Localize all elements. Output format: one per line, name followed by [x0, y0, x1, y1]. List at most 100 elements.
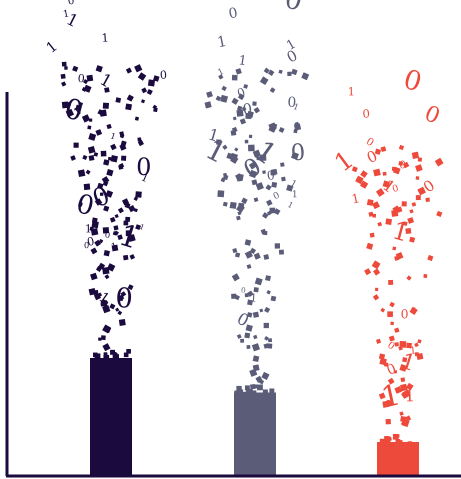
square-particle — [262, 170, 266, 174]
square-particle — [245, 324, 253, 332]
binary-digit: 0 — [401, 307, 409, 321]
bar-edge-particle — [397, 439, 401, 443]
square-particle — [243, 84, 249, 89]
bar-edge-particle — [262, 389, 268, 395]
binary-digit: 0 — [73, 188, 97, 222]
square-particle — [65, 108, 75, 118]
binary-digit: 1 — [216, 33, 229, 52]
square-particle — [263, 322, 269, 329]
binary-digit: 0 — [384, 361, 398, 379]
square-particle — [125, 67, 132, 74]
binary-digit: 0 — [240, 285, 246, 295]
binary-digit: 0 — [136, 153, 152, 181]
square-particle — [244, 293, 249, 298]
square-particle — [356, 177, 361, 182]
square-particle — [389, 301, 395, 308]
square-particle — [235, 68, 242, 75]
square-particle — [406, 275, 412, 281]
binary-digit: 1 — [237, 53, 247, 69]
square-particle — [236, 175, 243, 182]
bar-edge-particle — [245, 390, 250, 394]
square-particle — [102, 102, 110, 109]
square-particle — [417, 186, 426, 196]
bar-edge-particle — [396, 434, 400, 438]
square-particle — [281, 176, 286, 182]
square-particle — [147, 79, 156, 87]
square-particle — [385, 418, 391, 425]
binary-digit: 0 — [77, 72, 85, 86]
square-particle — [385, 218, 392, 226]
binary-digit: 0 — [86, 235, 96, 249]
square-particle — [390, 321, 395, 326]
bar-edge-particle — [126, 349, 131, 354]
square-particle — [398, 161, 404, 166]
square-particle — [85, 169, 91, 175]
square-particle — [93, 293, 101, 301]
square-particle — [229, 201, 237, 209]
square-particle — [402, 221, 408, 226]
square-particle — [204, 101, 212, 109]
square-particle — [125, 103, 133, 111]
square-particle — [406, 342, 412, 349]
square-particle — [87, 125, 92, 130]
square-particle — [396, 206, 403, 213]
square-particle — [122, 254, 129, 261]
square-particle — [61, 81, 67, 87]
square-particle — [91, 220, 99, 229]
square-particle — [137, 139, 144, 147]
square-particle — [97, 182, 104, 190]
square-particle — [83, 78, 89, 85]
square-particle — [91, 217, 98, 224]
binary-digit: 0 — [362, 106, 370, 120]
square-particle — [110, 155, 118, 163]
square-particle — [382, 180, 390, 188]
square-particle — [255, 375, 263, 383]
square-particle — [220, 94, 229, 103]
square-particle — [359, 180, 369, 189]
square-particle — [236, 333, 242, 339]
binary-digit: 0 — [104, 230, 110, 240]
square-particle — [103, 250, 110, 257]
square-particle — [120, 140, 127, 147]
square-particle — [360, 170, 368, 178]
square-particle — [61, 101, 69, 109]
square-particle — [135, 191, 142, 198]
square-particle — [222, 174, 229, 181]
square-particle — [81, 114, 91, 123]
binary-digit: 1 — [250, 291, 258, 304]
binary-digit: 1 — [139, 171, 150, 185]
square-particle — [399, 341, 407, 348]
square-particle — [100, 150, 107, 157]
square-particle — [272, 123, 278, 128]
square-particle — [246, 312, 253, 318]
binary-digit: 1 — [329, 145, 359, 178]
binary-digit: 0 — [400, 64, 425, 99]
square-particle — [129, 254, 136, 260]
square-particle — [372, 294, 380, 301]
square-particle — [231, 273, 240, 282]
square-particle — [221, 85, 227, 92]
square-particle — [248, 134, 253, 139]
square-particle — [399, 411, 404, 416]
square-particle — [269, 87, 276, 93]
square-particle — [241, 106, 247, 112]
binary-digit: 0 — [282, 0, 305, 17]
bar-edge-particle — [395, 441, 400, 446]
square-particle — [83, 183, 91, 191]
square-particle — [266, 210, 272, 216]
square-particle — [217, 190, 225, 198]
square-particle — [121, 155, 127, 161]
square-particle — [114, 214, 119, 219]
square-particle — [222, 201, 228, 207]
square-particle — [106, 169, 114, 177]
square-particle — [75, 104, 83, 112]
square-particle — [104, 87, 110, 93]
square-particle — [124, 202, 131, 209]
square-particle — [378, 392, 386, 400]
square-particle — [262, 212, 269, 219]
binary-digit: 1 — [44, 39, 61, 57]
square-particle — [117, 310, 123, 316]
square-particle — [399, 364, 408, 372]
binary-digit: 1 — [350, 190, 361, 206]
square-particle — [60, 73, 66, 79]
